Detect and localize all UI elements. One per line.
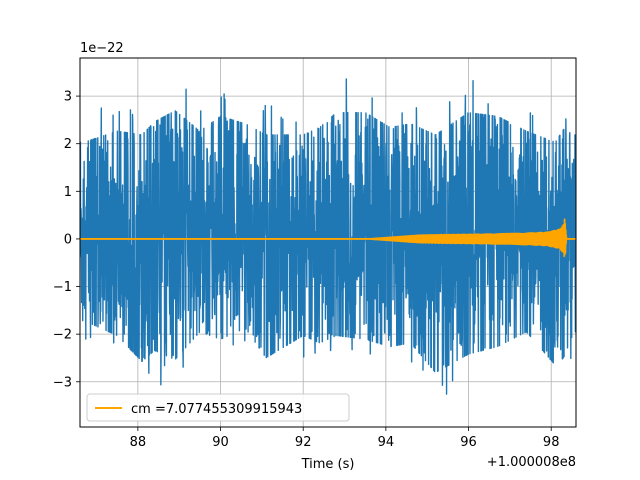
axes-frame [79,57,577,428]
y-tick-label: 1 [64,185,72,200]
x-tick-label: 88 [130,435,147,450]
chirp-series-line [80,218,576,258]
y-tick-label: 3 [64,90,72,105]
x-axis-title: Time (s) [301,457,355,472]
y-scale-label: 1e−22 [80,41,124,56]
y-tick-label: −1 [53,280,72,295]
legend-box [86,393,350,422]
legend: cm =7.077455309915943 [86,393,350,422]
y-tick-label: 0 [64,232,72,247]
x-tick-label: 96 [460,435,477,450]
y-tick-label: −2 [53,328,72,343]
x-tick-label: 98 [543,435,560,450]
ticks: 88 90 92 94 96 98 −3 −2 −1 0 1 2 3 [53,90,560,450]
x-offset-label: +1.000008e8 [487,455,576,470]
y-tick-label: 2 [64,137,72,152]
x-tick-label: 90 [212,435,229,450]
x-tick-label: 94 [378,435,395,450]
x-tick-label: 92 [295,435,312,450]
y-tick-label: −3 [53,375,72,390]
plot-area [80,78,576,395]
legend-label: cm =7.077455309915943 [131,402,302,417]
